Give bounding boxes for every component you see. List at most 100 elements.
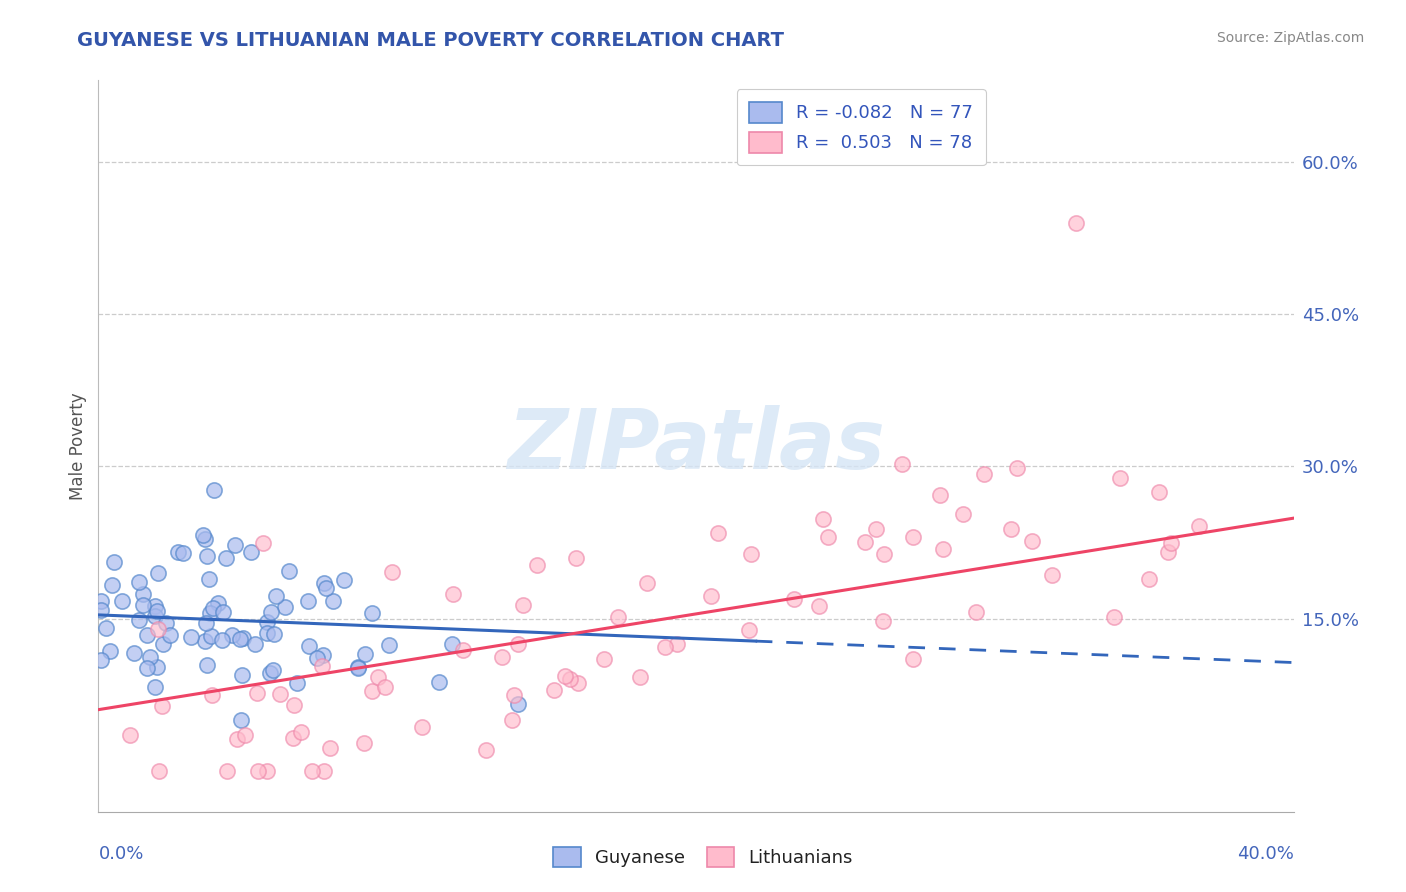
Point [508, 637, 530, 651]
Point [1147, 485, 1170, 500]
Point [159, 628, 181, 642]
Point [298, 639, 321, 653]
Point [1137, 572, 1160, 586]
Point [901, 652, 924, 666]
Point [136, 661, 159, 675]
Point [194, 532, 217, 546]
Point [145, 660, 167, 674]
Point [150, 698, 173, 713]
Point [543, 682, 565, 697]
Point [1157, 545, 1180, 559]
Point [353, 736, 375, 750]
Point [246, 764, 269, 778]
Point [411, 720, 433, 734]
Point [782, 591, 804, 606]
Point [378, 638, 401, 652]
Point [367, 670, 389, 684]
Point [246, 686, 269, 700]
Point [297, 593, 319, 607]
Point [1000, 522, 1022, 536]
Point [301, 764, 323, 778]
Point [98, 644, 121, 658]
Point [305, 651, 328, 665]
Point [593, 651, 616, 665]
Point [1160, 536, 1182, 550]
Point [666, 637, 689, 651]
Point [1021, 534, 1043, 549]
Point [312, 764, 335, 778]
Point [451, 643, 474, 657]
Legend: R = -0.082   N = 77, R =  0.503   N = 78: R = -0.082 N = 77, R = 0.503 N = 78 [737, 89, 986, 165]
Text: Source: ZipAtlas.com: Source: ZipAtlas.com [1216, 31, 1364, 45]
Point [215, 764, 238, 778]
Point [263, 627, 285, 641]
Legend: Guyanese, Lithuanians: Guyanese, Lithuanians [546, 839, 860, 874]
Text: ZIPatlas: ZIPatlas [508, 406, 884, 486]
Point [700, 589, 723, 603]
Point [374, 680, 396, 694]
Point [558, 672, 581, 686]
Point [427, 674, 450, 689]
Point [143, 608, 166, 623]
Point [211, 632, 233, 647]
Point [965, 605, 987, 619]
Point [118, 728, 141, 742]
Point [283, 698, 305, 712]
Point [1064, 215, 1087, 229]
Point [256, 764, 278, 778]
Point [319, 741, 342, 756]
Point [1102, 610, 1125, 624]
Point [202, 483, 225, 497]
Point [212, 605, 235, 619]
Point [214, 551, 236, 566]
Point [224, 538, 246, 552]
Point [90, 653, 112, 667]
Point [145, 599, 167, 614]
Point [166, 544, 188, 558]
Point [233, 728, 256, 742]
Point [231, 668, 253, 682]
Point [260, 605, 283, 619]
Point [441, 587, 464, 601]
Point [198, 572, 221, 586]
Point [232, 632, 254, 646]
Point [333, 573, 356, 587]
Point [1007, 461, 1029, 475]
Point [229, 632, 252, 647]
Point [146, 622, 169, 636]
Point [565, 550, 588, 565]
Point [180, 630, 202, 644]
Point [94, 621, 117, 635]
Text: 0.0%: 0.0% [98, 845, 143, 863]
Point [636, 576, 658, 591]
Point [503, 688, 526, 702]
Point [152, 637, 174, 651]
Point [360, 607, 382, 621]
Text: GUYANESE VS LITHUANIAN MALE POVERTY CORRELATION CHART: GUYANESE VS LITHUANIAN MALE POVERTY CORR… [77, 31, 785, 50]
Point [231, 713, 253, 727]
Point [90, 594, 112, 608]
Point [128, 575, 150, 590]
Point [135, 628, 157, 642]
Point [346, 660, 368, 674]
Point [172, 546, 194, 560]
Point [290, 725, 312, 739]
Point [256, 626, 278, 640]
Point [1040, 568, 1063, 582]
Point [354, 647, 377, 661]
Point [226, 731, 249, 746]
Point [512, 598, 534, 612]
Point [132, 587, 155, 601]
Point [207, 596, 229, 610]
Point [554, 669, 576, 683]
Point [103, 555, 125, 569]
Y-axis label: Male Poverty: Male Poverty [69, 392, 87, 500]
Point [200, 629, 222, 643]
Point [274, 599, 297, 614]
Point [1188, 519, 1211, 533]
Point [322, 594, 344, 608]
Point [90, 602, 112, 616]
Text: 40.0%: 40.0% [1237, 845, 1294, 863]
Point [155, 615, 177, 630]
Point [508, 697, 530, 711]
